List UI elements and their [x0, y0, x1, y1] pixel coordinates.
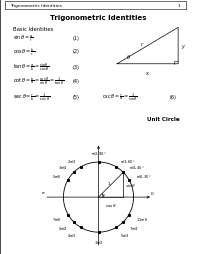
Text: $5\pi/6$: $5\pi/6$ — [52, 172, 61, 180]
Text: $\pi/2, 90°$: $\pi/2, 90°$ — [91, 150, 106, 157]
Text: $\cos\theta = \frac{b}{r}$: $\cos\theta = \frac{b}{r}$ — [13, 46, 35, 57]
Text: $\sin\theta$: $\sin\theta$ — [125, 182, 136, 188]
Text: $r$: $r$ — [140, 40, 144, 48]
Text: $4\pi/3$: $4\pi/3$ — [67, 231, 77, 238]
Text: $\csc\theta = \frac{r}{a} = \frac{1}{\sin\theta}$: $\csc\theta = \frac{r}{a} = \frac{1}{\si… — [102, 91, 138, 103]
Text: Unit Circle: Unit Circle — [147, 116, 180, 121]
Text: $7\pi/6$: $7\pi/6$ — [52, 215, 61, 222]
Text: $11\pi/6$: $11\pi/6$ — [136, 215, 148, 222]
Text: (1): (1) — [73, 36, 80, 41]
Text: $\cot\theta = \frac{b}{a} = \frac{\cos\theta}{\sin\theta} = \frac{1}{\tan\theta}: $\cot\theta = \frac{b}{a} = \frac{\cos\t… — [13, 76, 65, 87]
Text: $\theta$: $\theta$ — [101, 191, 106, 198]
Text: $\sin\theta = \frac{a}{r}$: $\sin\theta = \frac{a}{r}$ — [13, 34, 34, 44]
Text: $7\pi/4$: $7\pi/4$ — [129, 224, 138, 231]
Text: 1: 1 — [108, 181, 110, 185]
Text: $\pi/6, 30°$: $\pi/6, 30°$ — [136, 172, 151, 180]
Text: $\pi/3, 60°$: $\pi/3, 60°$ — [120, 157, 136, 164]
Text: Trigonometric Identities: Trigonometric Identities — [10, 4, 62, 8]
Text: $x$: $x$ — [145, 70, 150, 77]
Text: $5\pi/3$: $5\pi/3$ — [120, 231, 130, 238]
Text: (5): (5) — [73, 94, 80, 99]
Text: $\sec\theta = \frac{r}{b} = \frac{1}{\cos\theta}$: $\sec\theta = \frac{r}{b} = \frac{1}{\co… — [13, 91, 50, 103]
Text: $\theta$: $\theta$ — [126, 53, 131, 61]
Text: (4): (4) — [73, 79, 80, 84]
Text: $\pi/4, 45°$: $\pi/4, 45°$ — [129, 164, 144, 171]
Text: (3): (3) — [73, 65, 80, 70]
Text: $3\pi/2$: $3\pi/2$ — [94, 238, 103, 245]
Text: $\tan\theta = \frac{a}{b} = \frac{\sin\theta}{\cos\theta}$: $\tan\theta = \frac{a}{b} = \frac{\sin\t… — [13, 61, 50, 73]
Text: $2\pi/3$: $2\pi/3$ — [67, 157, 77, 164]
Text: Trigonometric Identities: Trigonometric Identities — [50, 15, 147, 21]
Text: $\cos\theta$: $\cos\theta$ — [105, 201, 117, 209]
Text: (2): (2) — [73, 49, 80, 54]
Text: $\pi$: $\pi$ — [41, 189, 46, 195]
Text: 0: 0 — [151, 191, 153, 195]
Text: $y$: $y$ — [181, 42, 186, 50]
Text: (6): (6) — [169, 94, 176, 99]
Text: $3\pi/4$: $3\pi/4$ — [59, 164, 68, 171]
Text: Basic Identities: Basic Identities — [13, 27, 54, 32]
Text: $5\pi/4$: $5\pi/4$ — [59, 224, 68, 231]
Text: 1: 1 — [178, 4, 181, 8]
